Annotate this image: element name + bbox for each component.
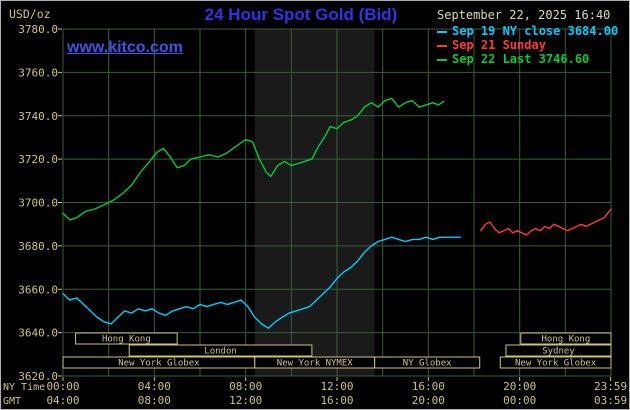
session-box [505, 344, 612, 357]
datetime-label: September 22, 2025 16:40 [437, 8, 611, 22]
session-box [128, 344, 313, 357]
gmt-caption: GMT [3, 396, 21, 407]
y-tick-label: 3700.0 [18, 197, 58, 210]
plot-border [62, 28, 612, 377]
session-label: New York Globex [118, 359, 200, 369]
y-tick-label: 3740.0 [18, 110, 58, 123]
legend-label: Sep 19 NY close 3684.00 [452, 24, 619, 38]
session-label: NY Globex [403, 359, 452, 369]
kitco-watermark-link[interactable]: www.kitco.com [67, 39, 183, 56]
session-label: London [204, 347, 237, 357]
y-axis-units-label: USD/oz [9, 7, 51, 21]
session-label: New York Globex [515, 359, 597, 369]
x-tick-ny: 20:00 [503, 380, 536, 393]
x-tick-ny: 12:00 [320, 380, 353, 393]
legend-label: Sep 21 Sunday [452, 38, 546, 52]
legend-item: Sep 21 Sunday [437, 38, 618, 52]
x-tick-gmt: 08:00 [138, 394, 171, 407]
legend-item: Sep 19 NY close 3684.00 [437, 24, 618, 38]
y-tick-label: 3660.0 [18, 283, 58, 296]
session-box [374, 356, 481, 369]
y-tick-label: 3640.0 [18, 327, 58, 340]
x-tick-gmt: 20:00 [412, 394, 445, 407]
x-tick-ny: 23:59 [594, 380, 627, 393]
x-tick-gmt: 16:00 [320, 394, 353, 407]
series-sep-21-sunday [480, 208, 612, 236]
session-label: New York NYMEX [277, 359, 353, 369]
session-box [520, 332, 612, 345]
x-tick-ny: 08:00 [229, 380, 262, 393]
session-label: Hong Kong [102, 335, 151, 345]
x-tick-ny: 16:00 [412, 380, 445, 393]
ny-time-caption: NY Time [3, 382, 45, 393]
y-tick-label: 3760.0 [18, 66, 58, 79]
y-tick-label: 3720.0 [18, 153, 58, 166]
legend-line-swatch [437, 44, 447, 47]
session-box [75, 332, 178, 345]
legend: Sep 19 NY close 3684.00 Sep 21 Sunday Sep … [437, 24, 618, 66]
legend-line-swatch [437, 58, 447, 61]
y-tick-label: 3620.0 [18, 370, 58, 383]
series-sep-19-ny-close [62, 236, 461, 329]
session-label: Hong Kong [542, 335, 591, 345]
session-box [499, 356, 612, 369]
series-sep-22-last [62, 97, 445, 221]
legend-item: Sep 22 Last 3746.60 [437, 52, 618, 66]
y-tick-label: 3680.0 [18, 240, 58, 253]
session-label: Sydney [542, 347, 575, 357]
x-tick-ny: 00:00 [46, 380, 79, 393]
y-tick-label: 3780.0 [18, 23, 58, 36]
x-tick-gmt: 00:00 [503, 394, 536, 407]
x-tick-gmt: 04:00 [46, 394, 79, 407]
legend-line-swatch [437, 30, 447, 33]
x-tick-gmt: 03:59 [594, 394, 627, 407]
x-tick-gmt: 12:00 [229, 394, 262, 407]
chart-title: 24 Hour Spot Gold (Bid) [204, 5, 398, 24]
legend-label: Sep 22 Last 3746.60 [452, 52, 590, 66]
x-tick-ny: 04:00 [138, 380, 171, 393]
